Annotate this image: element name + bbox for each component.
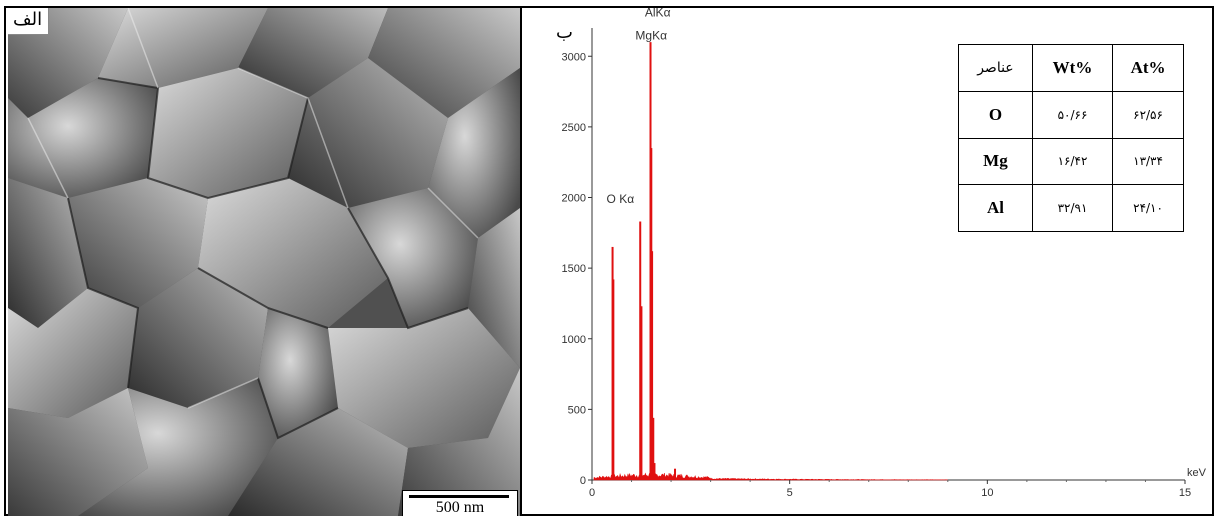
y-tick-label: 3000 (562, 51, 586, 63)
table-header-elements: عناصر (958, 44, 1033, 92)
eds-spectrum-panel: 0 500 1000 1500 2000 2500 3000 0 5 10 15 keV AlKα Mg… (522, 6, 1212, 516)
eds-spectrum-chart: 0 500 1000 1500 2000 2500 3000 0 5 10 15 keV AlKα Mg… (562, 6, 1207, 499)
table-row: Mg ۱۶/۴۲ ۱۳/۳۴ (958, 137, 1184, 186)
table-cell-wt: ۱۶/۴۲ (1031, 137, 1114, 186)
table-header-at: At% (1112, 44, 1184, 92)
scale-bar-line (409, 495, 509, 498)
x-tick-label: 5 (787, 487, 793, 499)
x-axis-label: keV (1187, 467, 1207, 479)
table-row: Al ۳۲/۹۱ ۲۴/۱۰ (958, 184, 1184, 232)
spectrum-peak (612, 279, 615, 480)
table-cell-wt: ۳۲/۹۱ (1031, 184, 1114, 232)
table-header-row: عناصر Wt% At% (958, 44, 1184, 92)
spectrum-peak (652, 417, 655, 480)
table-cell-at: ۱۳/۳۴ (1112, 137, 1184, 186)
spectrum-peak (651, 251, 654, 480)
figure-frame (4, 6, 1214, 516)
spectrum-background (593, 472, 948, 481)
x-tick-label: 10 (981, 487, 993, 499)
chart-bars (611, 42, 677, 481)
y-tick-label: 1000 (562, 334, 586, 346)
table-row: O ۵۰/۶۶ ۶۲/۵۶ (958, 90, 1184, 139)
panel-a-label: الف (8, 8, 50, 35)
chart-ticks: 0 500 1000 1500 2000 2500 3000 0 5 10 15 keV (562, 51, 1207, 499)
spectrum-peak (653, 463, 656, 480)
sem-micrograph-image (8, 8, 520, 516)
x-tick-label: 0 (589, 487, 595, 499)
table-cell-element: Al (958, 184, 1033, 232)
y-tick-label: 2500 (562, 122, 586, 134)
peak-annotation: O Kα (607, 192, 635, 206)
y-tick-label: 500 (568, 404, 586, 416)
spectrum-peak (640, 306, 643, 480)
peak-annotation: AlKα (645, 8, 671, 20)
table-header-wt: Wt% (1031, 44, 1114, 92)
y-tick-label: 2000 (562, 193, 586, 205)
y-tick-label: 1500 (562, 263, 586, 275)
peak-annotation: MgKα (635, 28, 667, 42)
table-cell-element: Mg (958, 137, 1033, 186)
x-tick-label: 15 (1179, 487, 1191, 499)
composition-table: عناصر Wt% At% O ۵۰/۶۶ ۶۲/۵۶ Mg ۱۶/۴۲ ۱۳/… (958, 44, 1184, 232)
chart-background-noise (593, 472, 948, 481)
table-cell-at: ۶۲/۵۶ (1112, 90, 1184, 139)
scale-bar-label: 500 nm (435, 499, 485, 516)
panel-divider (520, 6, 522, 516)
table-cell-wt: ۵۰/۶۶ (1031, 90, 1114, 139)
table-cell-element: O (958, 90, 1033, 139)
sem-micrograph-panel: الف 500 nm (8, 8, 520, 516)
panel-b-label: ب (556, 22, 573, 43)
table-cell-at: ۲۴/۱۰ (1112, 184, 1184, 232)
spectrum-peak (639, 221, 642, 480)
chart-annotations: AlKα MgKα O Kα (607, 6, 671, 206)
y-tick-label: 0 (580, 475, 586, 487)
scale-bar: 500 nm (402, 490, 518, 516)
